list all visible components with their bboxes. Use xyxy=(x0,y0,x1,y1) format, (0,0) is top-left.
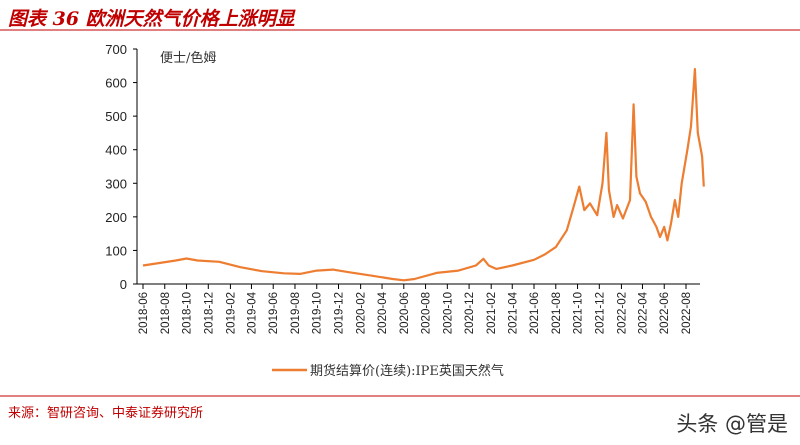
x-tick-label: 2021-10 xyxy=(573,292,585,334)
x-tick-label: 2018-10 xyxy=(182,292,194,334)
x-tick-label: 2019-04 xyxy=(246,291,258,334)
y-tick-label: 100 xyxy=(105,243,127,258)
y-tick-label: 700 xyxy=(105,42,127,57)
x-tick-label: 2021-12 xyxy=(594,292,606,334)
figure-title: 图表 36 欧洲天然气价格上涨明显 xyxy=(8,8,295,30)
y-tick-label: 400 xyxy=(105,143,127,158)
y-tick-label: 500 xyxy=(105,109,127,124)
y-tick-label: 300 xyxy=(105,176,127,191)
x-tick-label: 2019-06 xyxy=(268,292,280,334)
x-tick-label: 2020-06 xyxy=(399,292,411,334)
x-tick-label: 2021-04 xyxy=(507,291,519,334)
x-tick-label: 2019-08 xyxy=(290,292,302,334)
x-tick-label: 2019-12 xyxy=(334,292,346,334)
x-tick-label: 2020-12 xyxy=(464,292,476,334)
y-tick-label: 0 xyxy=(120,277,127,292)
x-tick-label: 2018-12 xyxy=(203,292,215,334)
title-divider xyxy=(0,29,800,31)
source-note: 来源：智研咨询、中泰证券研究所 xyxy=(8,406,204,421)
x-tick-label: 2022-06 xyxy=(659,292,671,334)
x-tick-label: 2021-08 xyxy=(551,292,563,334)
x-tick-label: 2020-08 xyxy=(421,292,433,334)
y-tick-label: 600 xyxy=(105,76,127,91)
x-tick-label: 2020-10 xyxy=(442,292,454,334)
x-tick-label: 2021-02 xyxy=(486,292,498,334)
x-tick-label: 2021-06 xyxy=(529,292,541,334)
x-tick-label: 2020-04 xyxy=(377,291,389,334)
footer-divider xyxy=(0,395,800,397)
x-tick-label: 2020-02 xyxy=(356,292,368,334)
x-tick-label: 2022-04 xyxy=(637,291,649,334)
x-tick-label: 2022-08 xyxy=(681,292,693,334)
x-tick-label: 2019-10 xyxy=(312,292,324,334)
x-tick-label: 2018-06 xyxy=(138,292,150,334)
watermark: 头条 @管是 xyxy=(676,412,788,436)
series-line xyxy=(142,67,705,282)
legend-label: 期货结算价(连续):IPE英国天然气 xyxy=(310,363,504,379)
x-tick-label: 2019-02 xyxy=(225,292,237,334)
x-tick-label: 2018-08 xyxy=(160,292,172,334)
x-tick-label: 2022-02 xyxy=(616,292,628,334)
y-axis-unit: 便士/色姆 xyxy=(160,50,216,66)
y-tick-label: 200 xyxy=(105,210,127,225)
